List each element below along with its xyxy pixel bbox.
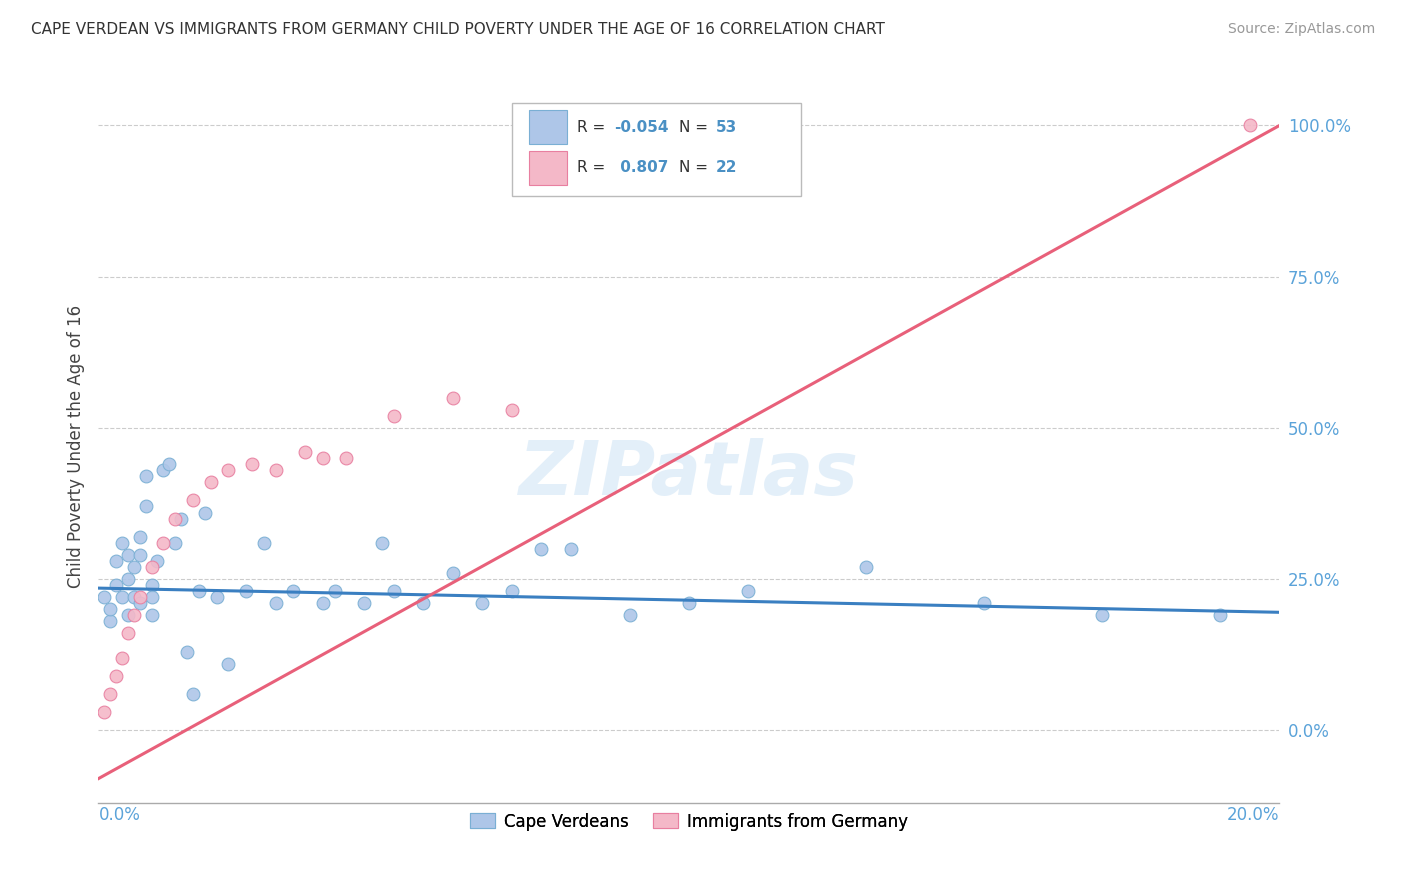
Text: 22: 22 bbox=[716, 161, 738, 175]
Point bbox=[235, 584, 257, 599]
Point bbox=[122, 608, 145, 623]
Text: ZIPatlas: ZIPatlas bbox=[519, 438, 859, 511]
Text: 0.0%: 0.0% bbox=[98, 805, 141, 824]
Point bbox=[122, 590, 145, 604]
Point bbox=[165, 535, 187, 549]
Text: 0.807: 0.807 bbox=[614, 161, 668, 175]
Point bbox=[181, 493, 204, 508]
Point bbox=[855, 560, 877, 574]
Point bbox=[111, 650, 134, 665]
Point bbox=[181, 687, 204, 701]
Point bbox=[111, 590, 134, 604]
Point bbox=[128, 590, 150, 604]
Point bbox=[152, 535, 174, 549]
Point bbox=[128, 530, 150, 544]
Point bbox=[335, 451, 357, 466]
Point bbox=[283, 584, 305, 599]
Point bbox=[194, 506, 217, 520]
Point bbox=[412, 596, 434, 610]
Point bbox=[146, 554, 169, 568]
Point bbox=[264, 463, 287, 477]
Point bbox=[170, 511, 193, 525]
FancyBboxPatch shape bbox=[530, 110, 567, 145]
Point bbox=[1239, 119, 1261, 133]
Point bbox=[176, 645, 198, 659]
Text: 53: 53 bbox=[716, 120, 737, 135]
Point bbox=[98, 687, 121, 701]
Point bbox=[128, 596, 150, 610]
Point bbox=[353, 596, 375, 610]
Point bbox=[135, 469, 157, 483]
Point bbox=[128, 548, 150, 562]
FancyBboxPatch shape bbox=[512, 103, 801, 196]
Text: 20.0%: 20.0% bbox=[1227, 805, 1279, 824]
Y-axis label: Child Poverty Under the Age of 16: Child Poverty Under the Age of 16 bbox=[66, 304, 84, 588]
Point bbox=[441, 391, 464, 405]
Point bbox=[105, 669, 128, 683]
Point bbox=[111, 535, 134, 549]
FancyBboxPatch shape bbox=[530, 151, 567, 185]
Point bbox=[117, 608, 139, 623]
Point bbox=[93, 705, 115, 719]
Point bbox=[117, 548, 139, 562]
Point bbox=[382, 409, 405, 423]
Text: -0.054: -0.054 bbox=[614, 120, 669, 135]
Point bbox=[678, 596, 700, 610]
Point bbox=[323, 584, 346, 599]
Point bbox=[141, 608, 163, 623]
Point bbox=[737, 584, 759, 599]
Text: R =: R = bbox=[576, 120, 610, 135]
Point bbox=[98, 602, 121, 616]
Point bbox=[117, 572, 139, 586]
Point bbox=[157, 457, 180, 471]
Point bbox=[253, 535, 276, 549]
Point bbox=[1209, 608, 1232, 623]
Point bbox=[200, 475, 222, 490]
Text: R =: R = bbox=[576, 161, 610, 175]
Point bbox=[240, 457, 263, 471]
Point bbox=[205, 590, 228, 604]
Point bbox=[117, 626, 139, 640]
Point bbox=[973, 596, 995, 610]
Point bbox=[93, 590, 115, 604]
Point bbox=[371, 535, 394, 549]
Point bbox=[619, 608, 641, 623]
Point bbox=[105, 554, 128, 568]
Text: Source: ZipAtlas.com: Source: ZipAtlas.com bbox=[1227, 22, 1375, 37]
Text: N =: N = bbox=[679, 120, 713, 135]
Point bbox=[560, 541, 582, 556]
Point bbox=[294, 445, 316, 459]
Point bbox=[165, 511, 187, 525]
Point bbox=[122, 560, 145, 574]
Text: CAPE VERDEAN VS IMMIGRANTS FROM GERMANY CHILD POVERTY UNDER THE AGE OF 16 CORREL: CAPE VERDEAN VS IMMIGRANTS FROM GERMANY … bbox=[31, 22, 884, 37]
Text: N =: N = bbox=[679, 161, 713, 175]
Point bbox=[312, 596, 335, 610]
Point bbox=[501, 584, 523, 599]
Point bbox=[152, 463, 174, 477]
Point bbox=[98, 615, 121, 629]
Point bbox=[217, 657, 239, 671]
Point bbox=[312, 451, 335, 466]
Point bbox=[217, 463, 239, 477]
Point bbox=[1091, 608, 1114, 623]
Point bbox=[471, 596, 494, 610]
Point bbox=[382, 584, 405, 599]
Point bbox=[141, 578, 163, 592]
Legend: Cape Verdeans, Immigrants from Germany: Cape Verdeans, Immigrants from Germany bbox=[464, 806, 914, 838]
Point bbox=[187, 584, 209, 599]
Point bbox=[135, 500, 157, 514]
Point bbox=[441, 566, 464, 580]
Point bbox=[141, 560, 163, 574]
Point bbox=[501, 402, 523, 417]
Point bbox=[264, 596, 287, 610]
Point bbox=[105, 578, 128, 592]
Point bbox=[141, 590, 163, 604]
Point bbox=[530, 541, 553, 556]
